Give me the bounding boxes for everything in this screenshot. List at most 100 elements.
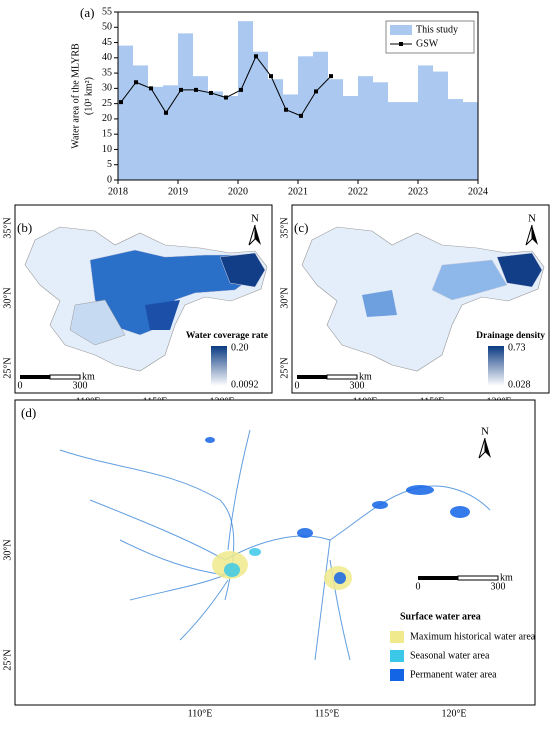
water-area: [297, 528, 313, 538]
river: [179, 579, 229, 641]
y-tick-label: 35: [102, 67, 112, 78]
region: [145, 300, 180, 330]
bar: [283, 94, 298, 180]
legend-swatch: [390, 631, 404, 643]
legend-title: Water coverage rate: [186, 331, 268, 341]
scale-label: 300: [350, 380, 365, 391]
bar: [433, 71, 448, 180]
lat-label: 30°N: [279, 287, 290, 308]
gsw-point: [134, 80, 138, 85]
panel-label: (c): [294, 220, 308, 235]
north-label: N: [481, 426, 489, 438]
lon-label: 120°E: [441, 708, 466, 719]
lat-label: 35°N: [279, 217, 290, 238]
north-arrow: [255, 225, 261, 245]
bar: [148, 86, 163, 180]
bar: [193, 76, 208, 180]
water-area: [406, 485, 434, 495]
bar: [463, 102, 478, 180]
scale-unit: km: [82, 371, 95, 382]
y-tick-label: 50: [102, 22, 112, 33]
x-tick-label: 2020: [228, 186, 248, 197]
x-tick-label: 2022: [348, 186, 368, 197]
gsw-point: [224, 95, 228, 100]
region: [69, 299, 126, 346]
gsw-point: [239, 87, 243, 92]
river: [227, 429, 251, 551]
north-label: N: [528, 213, 536, 225]
legend-label: GSW: [416, 38, 439, 49]
gsw-point: [269, 74, 273, 79]
legend-max: 0.73: [508, 342, 526, 353]
legend-swatch: [399, 42, 403, 46]
river: [119, 539, 226, 576]
lat-label: 25°N: [279, 357, 290, 378]
panel-label: (b): [17, 220, 32, 235]
scale-label: 0: [295, 380, 300, 391]
lat-label: 35°N: [2, 217, 13, 238]
water-area: [372, 501, 388, 509]
bar: [253, 51, 268, 180]
river: [129, 574, 226, 601]
river: [314, 539, 331, 661]
region: [219, 252, 266, 288]
bar: [268, 79, 283, 180]
gsw-point: [299, 113, 303, 118]
legend-label: This study: [416, 24, 458, 35]
region: [496, 252, 543, 288]
water-area: [334, 572, 346, 584]
lon-label: 115°E: [315, 708, 340, 719]
legend-min: 0.028: [508, 379, 531, 390]
x-tick-label: 2024: [468, 186, 488, 197]
region: [431, 259, 508, 301]
scale-bar: [326, 374, 358, 380]
scale-label: 300: [491, 581, 506, 592]
scale-unit: km: [500, 572, 513, 583]
north-label: N: [251, 213, 259, 225]
bar: [343, 96, 358, 180]
bar: [418, 65, 433, 180]
gsw-point: [284, 107, 288, 112]
color-ramp: [211, 346, 227, 386]
scale-bar: [418, 576, 458, 580]
legend-title: Drainage density: [476, 331, 545, 341]
water-area: [205, 437, 215, 443]
north-arrow: [532, 225, 538, 245]
bar: [313, 51, 328, 180]
y-tick-label: 20: [102, 113, 112, 124]
lat-label: 30°N: [2, 287, 13, 308]
color-ramp: [488, 346, 504, 386]
legend-label: Maximum historical water area: [410, 631, 536, 642]
bar: [163, 85, 178, 180]
y-tick-label: 55: [102, 6, 112, 17]
bar: [223, 96, 238, 180]
scale-bar: [297, 375, 327, 379]
bar: [403, 102, 418, 180]
y-tick-label: 30: [102, 83, 112, 94]
y-axis-unit: (10³ km²): [83, 77, 94, 115]
legend-max: 0.20: [231, 342, 249, 353]
gsw-point: [329, 74, 333, 79]
legend-min: 0.0092: [231, 379, 259, 390]
gsw-point: [179, 87, 183, 92]
bar: [133, 65, 148, 180]
lon-label: 110°E: [188, 708, 213, 719]
legend-label: Permanent water area: [410, 669, 497, 680]
y-tick-label: 5: [107, 159, 112, 170]
y-tick-label: 15: [102, 128, 112, 139]
scale-label: 300: [73, 380, 88, 391]
x-tick-label: 2023: [408, 186, 428, 197]
legend-label: Seasonal water area: [410, 650, 490, 661]
bar: [388, 102, 403, 180]
gsw-point: [149, 86, 153, 91]
gsw-point: [164, 110, 168, 115]
bar: [118, 45, 133, 180]
water-area: [224, 563, 240, 577]
lat-label: 25°N: [2, 357, 13, 378]
region: [362, 290, 397, 317]
scale-bar: [20, 375, 50, 379]
bar: [448, 99, 463, 180]
bar: [238, 21, 253, 181]
x-tick-label: 2021: [288, 186, 308, 197]
